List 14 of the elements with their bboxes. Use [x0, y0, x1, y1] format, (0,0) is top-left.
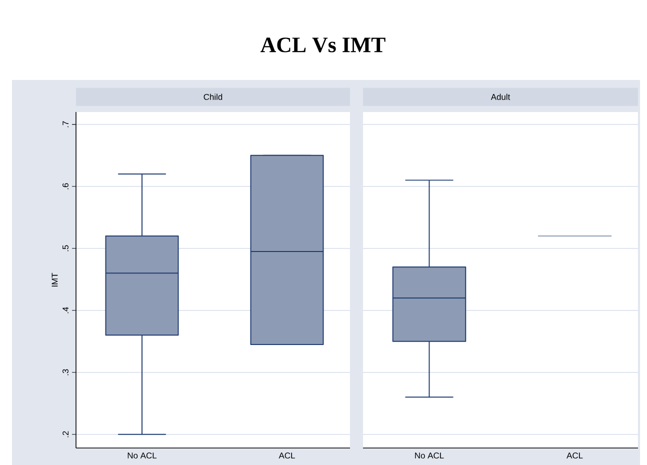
chart-title: ACL Vs IMT	[260, 38, 386, 52]
y-tick-label: .6	[62, 183, 68, 190]
y-tick-label: .5	[62, 245, 68, 252]
y-tick-label: .7	[62, 121, 68, 128]
chart-subtitle: Child	[204, 94, 222, 100]
chart-subtitle: Adult	[490, 94, 510, 100]
x-tick-label: ACL	[566, 452, 583, 459]
y-tick-label: .2	[62, 431, 68, 438]
x-tick-label: No ACL	[128, 452, 157, 459]
y-tick-label: .3	[62, 369, 68, 376]
y-axis-title: IMT	[52, 272, 58, 287]
x-tick-label: No ACL	[415, 452, 444, 459]
x-tick-label: ACL	[278, 452, 295, 459]
y-tick-label: .4	[62, 307, 68, 314]
